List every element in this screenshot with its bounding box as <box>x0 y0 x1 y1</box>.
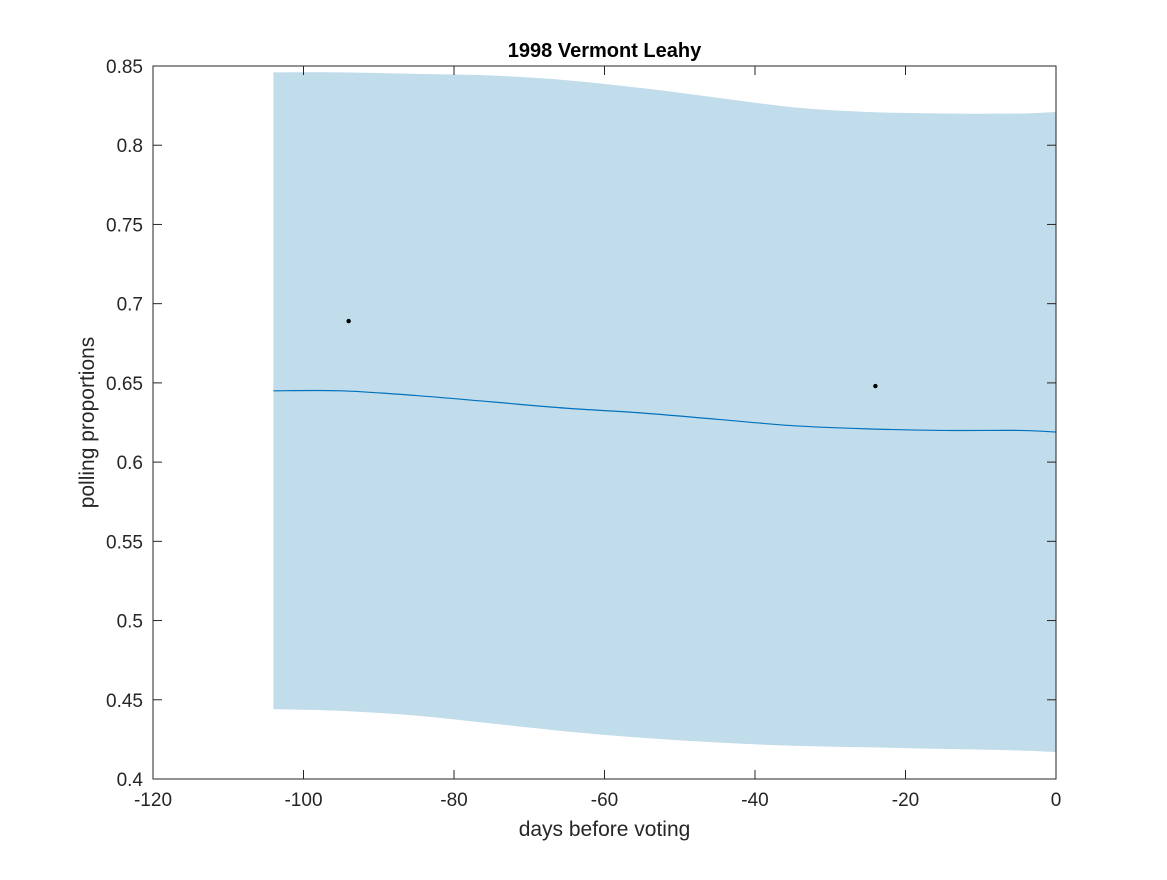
poll-point <box>346 318 351 324</box>
x-tick-label: -100 <box>284 790 322 811</box>
poll-point <box>873 383 878 389</box>
y-tick-label: 0.65 <box>106 374 143 395</box>
x-tick-label: -80 <box>440 790 467 811</box>
y-tick-label: 0.5 <box>117 612 143 633</box>
y-tick-label: 0.8 <box>117 136 143 157</box>
y-tick-label: 0.85 <box>106 57 143 78</box>
x-tick-label: -40 <box>741 790 768 811</box>
chart-title: 1998 Vermont Leahy <box>508 40 702 62</box>
trend-line <box>273 389 1057 433</box>
y-tick-label: 0.7 <box>117 295 143 316</box>
y-tick-label: 0.75 <box>106 215 143 236</box>
y-tick-label: 0.6 <box>117 453 143 474</box>
confidence-band <box>273 72 1056 753</box>
y-tick-label: 0.45 <box>106 691 143 712</box>
x-tick-label: -20 <box>892 790 919 811</box>
y-axis-label: polling proportions <box>76 337 99 509</box>
y-tick-label: 0.55 <box>106 532 143 553</box>
x-axis-label: days before voting <box>519 818 691 841</box>
x-tick-label: -60 <box>591 790 618 811</box>
x-tick-label: -120 <box>134 790 172 811</box>
y-tick-label: 0.4 <box>117 770 144 791</box>
x-tick-label: 0 <box>1051 790 1062 811</box>
